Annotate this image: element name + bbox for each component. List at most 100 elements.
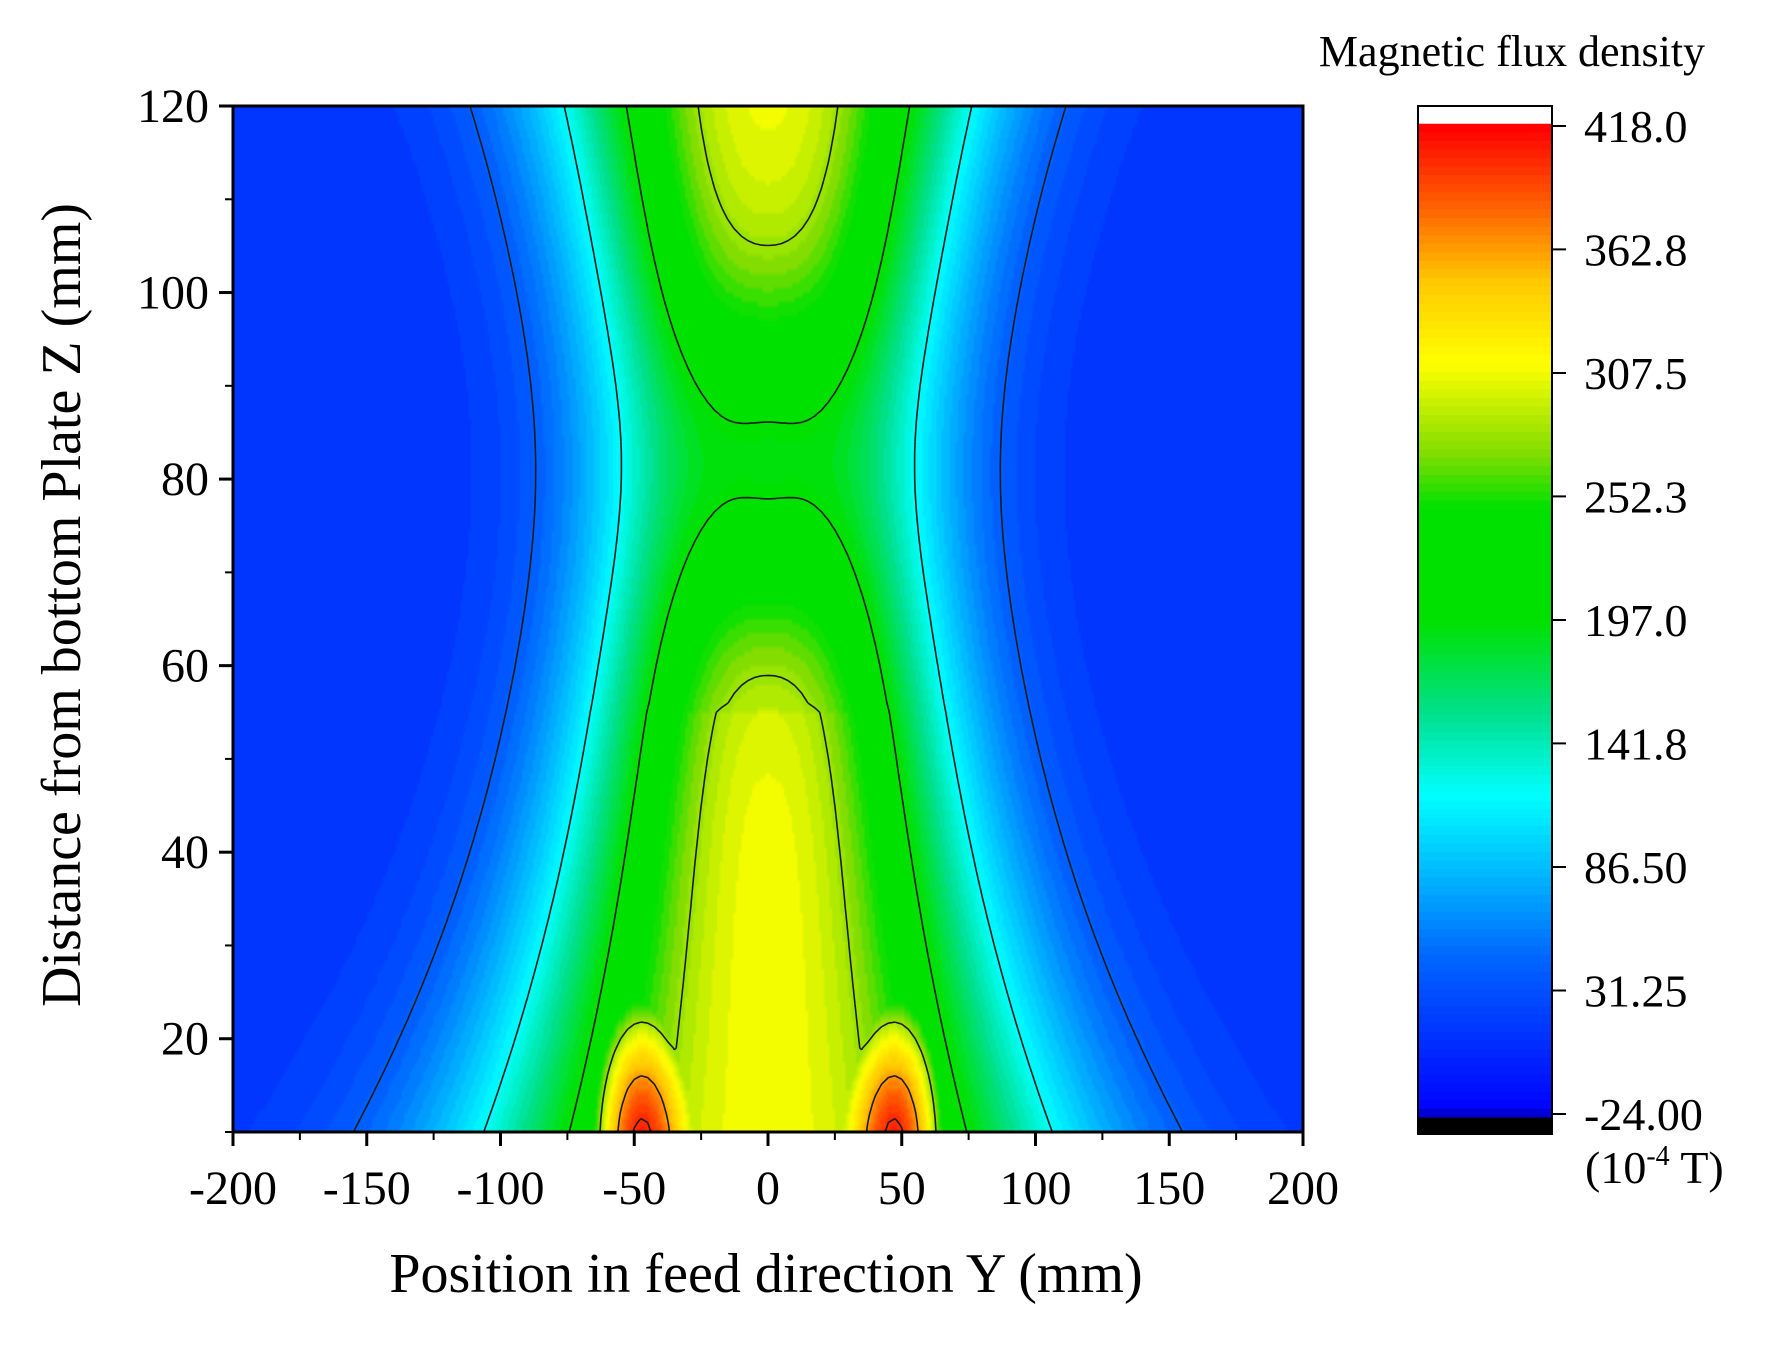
colorbar-band <box>1418 225 1552 236</box>
colorbar-band <box>1418 363 1552 373</box>
y-tick-label: 100 <box>137 267 209 320</box>
colorbar-band <box>1418 594 1552 604</box>
colorbar-band <box>1418 679 1552 690</box>
colorbar-band <box>1418 1082 1552 1092</box>
colorbar-band <box>1418 243 1552 253</box>
colorbar-tick-label: 307.5 <box>1584 348 1688 399</box>
colorbar-band <box>1418 380 1552 390</box>
colorbar-band <box>1418 936 1552 947</box>
axes: -200 -150 -100 -50 0 50 100 150 200 20 40 60 80 100 12… <box>137 80 1339 1215</box>
colorbar-band <box>1418 859 1552 870</box>
colorbar-tick-label: 362.8 <box>1584 224 1688 275</box>
y-tick-label: 120 <box>137 80 209 133</box>
colorbar-band <box>1418 517 1552 527</box>
colorbar-band <box>1418 345 1552 356</box>
colorbar-band <box>1418 628 1552 638</box>
colorbar-band <box>1418 585 1552 595</box>
colorbar-band <box>1418 534 1552 544</box>
colorbar-band <box>1418 371 1552 381</box>
colorbar-band <box>1418 1022 1552 1032</box>
colorbar-band <box>1418 277 1552 287</box>
colorbar: 418.0 362.8 307.5 252.3 197.0 141.8 86.50 31.25… <box>1417 101 1703 1140</box>
colorbar-band <box>1418 962 1552 972</box>
colorbar-band <box>1418 1065 1552 1075</box>
colorbar-band <box>1418 294 1552 304</box>
colorbar-band <box>1418 457 1552 467</box>
colorbar-band <box>1418 979 1552 989</box>
colorbar-band <box>1418 722 1552 732</box>
colorbar-band <box>1418 285 1552 296</box>
y-tick-label: 80 <box>161 453 209 506</box>
colorbar-tick-label: 31.25 <box>1584 966 1688 1017</box>
colorbar-band <box>1418 782 1552 792</box>
colorbar-band <box>1418 697 1552 707</box>
y-tick-label: 40 <box>161 826 209 879</box>
colorbar-band <box>1418 388 1552 398</box>
colorbar-band <box>1418 431 1552 441</box>
x-tick-label: 50 <box>878 1162 926 1215</box>
colorbar-unit: (10-4 T) <box>1585 1141 1724 1193</box>
colorbar-band <box>1418 799 1552 810</box>
colorbar-band <box>1418 491 1552 501</box>
colorbar-band <box>1418 500 1552 510</box>
contour-line-3 <box>599 105 937 1133</box>
colorbar-band <box>1418 577 1552 587</box>
flux-density-field <box>233 106 1303 1132</box>
y-axis-label: Distance from bottom Plate Z (mm) <box>31 203 93 1007</box>
colorbar-band <box>1418 954 1552 964</box>
colorbar-band <box>1418 851 1552 861</box>
colorbar-band <box>1418 877 1552 887</box>
colorbar-band <box>1418 123 1552 133</box>
colorbar-band <box>1418 637 1552 647</box>
colorbar-tick-label: 86.50 <box>1584 842 1688 893</box>
colorbar-band <box>1418 440 1552 450</box>
colorbar-band <box>1418 337 1552 347</box>
colorbar-band <box>1418 911 1552 921</box>
x-tick-label: -200 <box>189 1162 277 1215</box>
contour-lines <box>352 105 1184 1133</box>
contour-line-5 <box>632 1117 904 1133</box>
colorbar-band <box>1418 602 1552 613</box>
colorbar-band <box>1418 1014 1552 1024</box>
colorbar-band <box>1418 902 1552 912</box>
colorbar-band <box>1418 525 1552 535</box>
colorbar-band <box>1418 208 1552 218</box>
colorbar-band <box>1418 1048 1552 1058</box>
colorbar-tick-label: 197.0 <box>1584 595 1688 646</box>
colorbar-band <box>1418 320 1552 330</box>
colorbar-unit-suffix: T) <box>1670 1142 1724 1193</box>
x-tick-label: 200 <box>1267 1162 1339 1215</box>
colorbar-tick-label: 141.8 <box>1584 718 1688 769</box>
colorbar-band <box>1418 448 1552 458</box>
x-tick-label: 150 <box>1133 1162 1205 1215</box>
colorbar-band <box>1418 405 1552 415</box>
colorbar-band <box>1418 791 1552 801</box>
x-axis-label: Position in feed direction Y (mm) <box>389 1243 1142 1305</box>
colorbar-band <box>1418 217 1552 227</box>
colorbar-unit-prefix: (10 <box>1585 1142 1646 1193</box>
colorbar-band <box>1418 671 1552 681</box>
colorbar-band <box>1418 148 1552 158</box>
colorbar-band <box>1418 988 1552 998</box>
colorbar-band <box>1418 1116 1552 1127</box>
colorbar-band <box>1418 191 1552 201</box>
colorbar-band <box>1418 868 1552 878</box>
colorbar-band <box>1418 731 1552 741</box>
colorbar-tick-label: 418.0 <box>1584 101 1688 152</box>
contour-line-1 <box>482 105 1054 1133</box>
colorbar-band <box>1418 251 1552 261</box>
colorbar-band <box>1418 174 1552 184</box>
colorbar-band <box>1418 165 1552 176</box>
colorbar-band <box>1418 542 1552 553</box>
colorbar-band <box>1418 131 1552 141</box>
colorbar-band <box>1418 971 1552 981</box>
colorbar-band <box>1418 114 1552 124</box>
plot-area <box>233 106 1303 1132</box>
x-tick-label: -150 <box>323 1162 411 1215</box>
colorbar-tick-label: -24.00 <box>1584 1089 1703 1140</box>
colorbar-band <box>1418 328 1552 338</box>
colorbar-band <box>1418 268 1552 278</box>
colorbar-band <box>1418 465 1552 475</box>
colorbar-band <box>1418 662 1552 672</box>
